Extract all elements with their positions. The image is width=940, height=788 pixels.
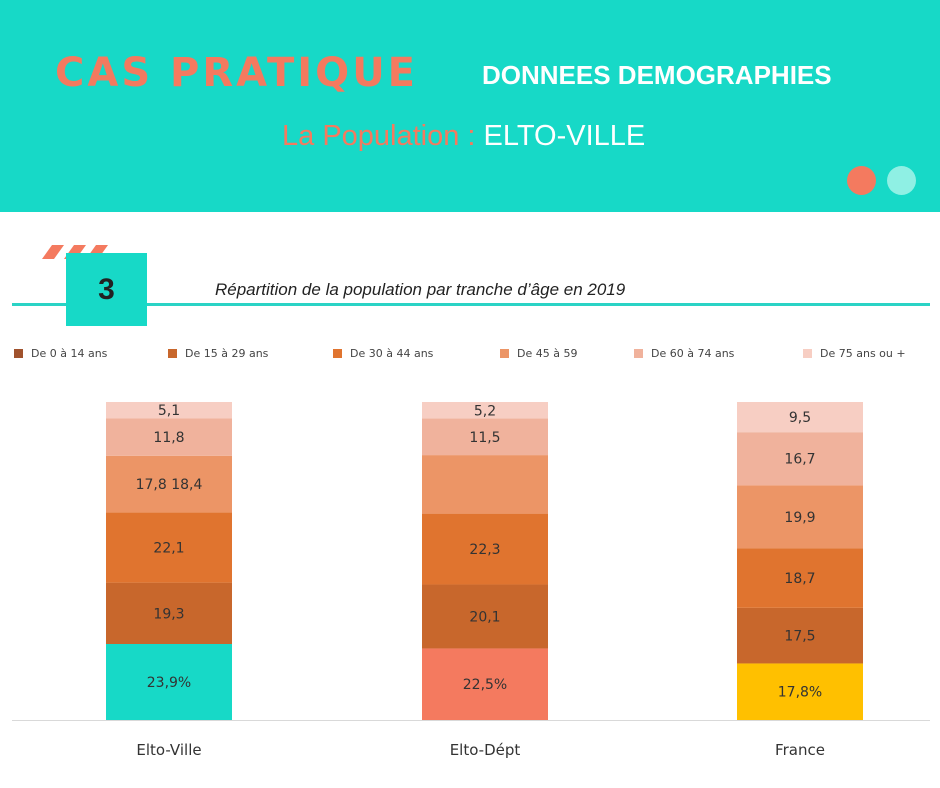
legend-swatch (333, 349, 342, 358)
legend-swatch (500, 349, 509, 358)
header-title: CAS PRATIQUE (55, 50, 418, 96)
data-label: 23,9% (147, 675, 191, 691)
legend-label: De 0 à 14 ans (31, 347, 108, 360)
data-label: 11,5 (469, 430, 500, 446)
legend-swatch (168, 349, 177, 358)
data-label: 9,5 (789, 410, 811, 426)
data-label: 5,2 (474, 403, 496, 419)
bar-segment (106, 582, 232, 644)
section-divider (12, 303, 930, 306)
data-label: 5,1 (158, 403, 180, 419)
data-label: 22,5% (463, 677, 507, 693)
bar-segment (106, 455, 232, 513)
bar-segment (737, 402, 863, 433)
legend-label: De 15 à 29 ans (185, 347, 269, 360)
bar-segment (737, 485, 863, 549)
bar-segment (737, 548, 863, 608)
data-label: 17,5 (784, 629, 815, 645)
category-label: France (775, 741, 825, 759)
bar-segment (422, 455, 548, 514)
city-name: ELTO-VILLE (483, 120, 646, 152)
data-label: 11,8 (153, 430, 184, 446)
bar-segment (106, 643, 232, 720)
bar-segment (106, 402, 232, 419)
bar-segment (422, 418, 548, 456)
data-label: 19,9 (784, 510, 815, 526)
category-label: Elto-Dépt (450, 741, 521, 759)
legend-swatch (634, 349, 643, 358)
bar-segment (422, 648, 548, 720)
legend-swatch (803, 349, 812, 358)
bar-segment (422, 402, 548, 419)
data-label: 20,1 (469, 609, 500, 625)
bar-segment (422, 513, 548, 585)
chart-title: Répartition de la population par tranche… (215, 280, 626, 299)
legend-item: De 75 ans ou + (803, 347, 906, 360)
header-subtitle: DONNEES DEMOGRAPHIES (482, 60, 832, 90)
data-label: 22,1 (153, 540, 184, 556)
bar-segment (106, 418, 232, 456)
stacked-bar-chart: 23,9% 19,3 22,1 17,8 18,4 11,8 5,1 Elto-Ville 2… (12, 402, 930, 759)
bar-segment (737, 663, 863, 720)
legend-label: De 75 ans ou + (820, 347, 906, 360)
decorative-dot-orange (847, 166, 876, 195)
bar-segment (737, 432, 863, 486)
legend-item: De 60 à 74 ans (634, 347, 734, 360)
section-number: 3 (66, 253, 147, 326)
legend-item: De 45 à 59 (500, 347, 577, 360)
legend-swatch (14, 349, 23, 358)
header-banner: CAS PRATIQUE DONNEES DEMOGRAPHIES La Pop… (0, 0, 940, 212)
decorative-dot-teal (887, 166, 916, 195)
data-label: 22,3 (469, 542, 500, 558)
legend-item: De 0 à 14 ans (14, 347, 107, 360)
population-label: La Population : (282, 120, 484, 152)
legend-label: De 45 à 59 (517, 347, 578, 360)
legend-label: De 60 à 74 ans (651, 347, 735, 360)
data-label: 19,3 (153, 606, 184, 622)
data-label: 17,8 18,4 (136, 477, 203, 493)
bar-segment (106, 512, 232, 583)
bar-segment (422, 584, 548, 649)
data-label: 16,7 (784, 452, 815, 468)
legend-label: De 30 à 44 ans (350, 347, 434, 360)
data-label: 18,7 (784, 571, 815, 587)
legend-item: De 30 à 44 ans (333, 347, 433, 360)
category-label: Elto-Ville (136, 741, 201, 759)
legend-item: De 15 à 29 ans (168, 347, 268, 360)
bar-segment (737, 607, 863, 664)
data-label: 17,8% (778, 685, 822, 701)
population-subtitle: La Population : ELTO-VILLE (282, 120, 645, 153)
